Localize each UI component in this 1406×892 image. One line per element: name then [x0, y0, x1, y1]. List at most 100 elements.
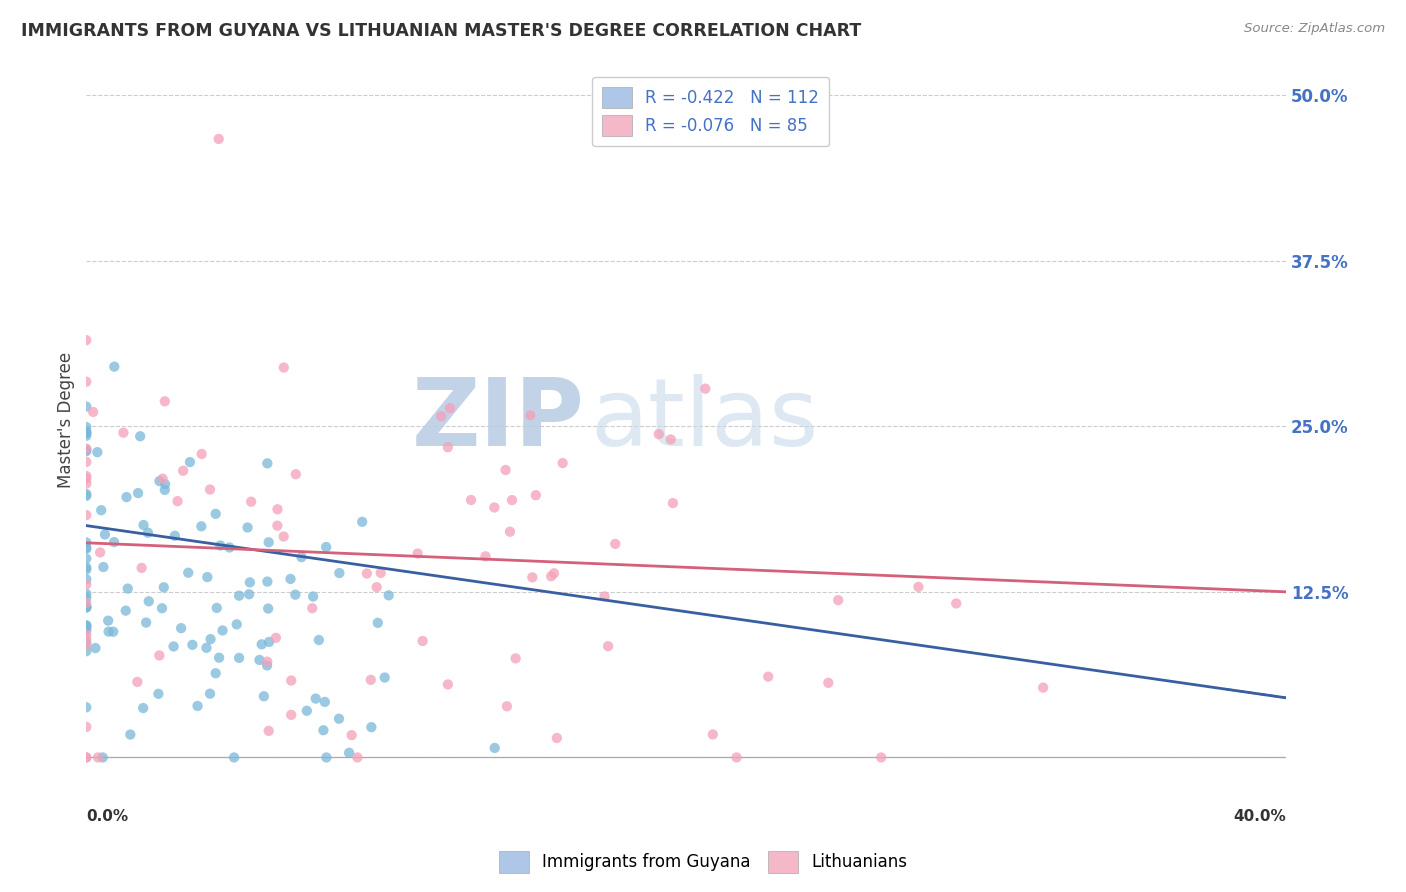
Point — [340, 728, 363, 742]
Point — [75, 400, 97, 414]
Point — [312, 723, 335, 738]
Point — [256, 456, 278, 470]
Point — [204, 666, 226, 681]
Point — [484, 740, 506, 755]
Point — [75, 428, 97, 442]
Point — [75, 572, 97, 586]
Point — [153, 483, 176, 497]
Text: 40.0%: 40.0% — [1233, 809, 1286, 824]
Point — [605, 537, 627, 551]
Point — [75, 375, 97, 389]
Point — [256, 574, 278, 589]
Point — [211, 624, 233, 638]
Point — [284, 467, 307, 482]
Point — [75, 627, 97, 641]
Point — [117, 582, 139, 596]
Point — [370, 566, 392, 580]
Point — [257, 635, 280, 649]
Point — [75, 442, 97, 456]
Point — [75, 425, 97, 439]
Point — [75, 426, 97, 441]
Point — [136, 525, 159, 540]
Point — [75, 541, 97, 556]
Point — [315, 540, 337, 554]
Point — [75, 750, 97, 764]
Point — [308, 632, 330, 647]
Point — [75, 489, 97, 503]
Point — [75, 700, 97, 714]
Point — [827, 593, 849, 607]
Point — [273, 529, 295, 543]
Point — [250, 637, 273, 651]
Point — [945, 597, 967, 611]
Point — [75, 600, 97, 615]
Point — [82, 405, 104, 419]
Point — [75, 333, 97, 347]
Point — [75, 618, 97, 632]
Point — [195, 570, 218, 584]
Point — [120, 727, 142, 741]
Point — [166, 494, 188, 508]
Point — [200, 632, 222, 647]
Point — [94, 527, 117, 541]
Point — [218, 541, 240, 555]
Point — [131, 561, 153, 575]
Point — [75, 599, 97, 614]
Point — [328, 712, 350, 726]
Point — [648, 427, 671, 442]
Point — [75, 455, 97, 469]
Point — [295, 704, 318, 718]
Point — [239, 575, 262, 590]
Y-axis label: Master's Degree: Master's Degree — [58, 351, 75, 488]
Legend: Immigrants from Guyana, Lithuanians: Immigrants from Guyana, Lithuanians — [492, 845, 914, 880]
Text: 0.0%: 0.0% — [86, 809, 128, 824]
Point — [314, 695, 336, 709]
Point — [75, 560, 97, 574]
Point — [75, 587, 97, 601]
Point — [273, 360, 295, 375]
Point — [198, 483, 221, 497]
Point — [238, 587, 260, 601]
Point — [543, 566, 565, 581]
Point — [328, 566, 350, 580]
Point — [163, 529, 186, 543]
Point — [91, 750, 114, 764]
Point — [346, 750, 368, 764]
Point — [374, 671, 396, 685]
Point — [360, 720, 382, 734]
Point — [505, 651, 527, 665]
Point — [75, 720, 97, 734]
Point — [460, 493, 482, 508]
Point — [148, 687, 170, 701]
Point — [75, 442, 97, 457]
Point — [97, 624, 120, 639]
Point — [153, 394, 176, 409]
Point — [496, 699, 519, 714]
Point — [75, 596, 97, 610]
Point — [75, 621, 97, 635]
Point — [162, 640, 184, 654]
Point — [129, 429, 152, 443]
Point — [195, 640, 218, 655]
Point — [264, 631, 287, 645]
Point — [266, 502, 288, 516]
Point — [115, 490, 138, 504]
Point — [240, 494, 263, 508]
Point — [367, 615, 389, 630]
Point — [266, 518, 288, 533]
Point — [501, 493, 523, 508]
Point — [406, 547, 429, 561]
Point — [257, 601, 280, 615]
Point — [253, 690, 276, 704]
Point — [412, 634, 434, 648]
Point — [524, 488, 547, 502]
Point — [366, 580, 388, 594]
Point — [75, 487, 97, 501]
Point — [75, 639, 97, 653]
Point — [222, 750, 245, 764]
Point — [112, 425, 135, 440]
Point — [75, 420, 97, 434]
Point — [138, 594, 160, 608]
Point — [103, 624, 125, 639]
Point — [75, 644, 97, 658]
